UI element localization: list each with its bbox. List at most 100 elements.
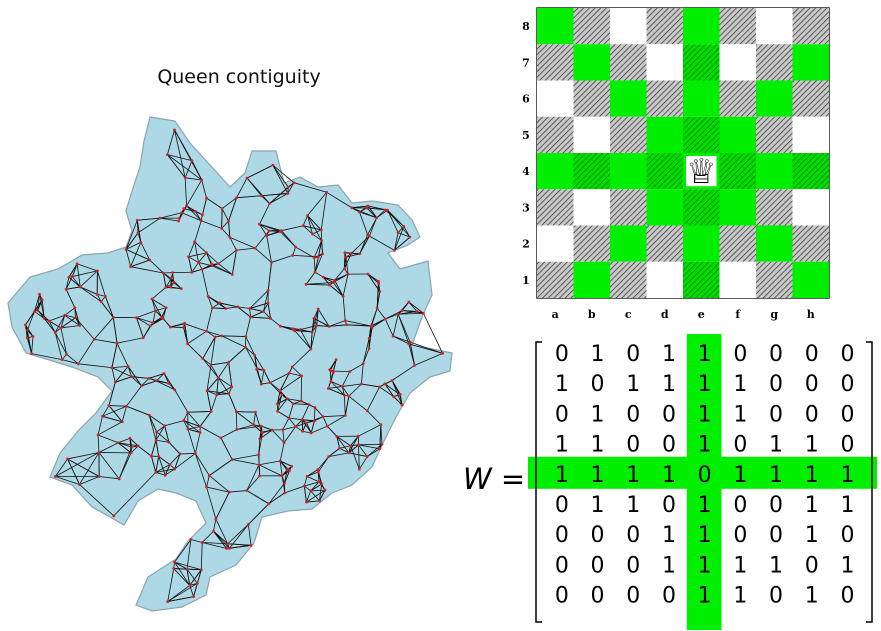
- polygon-centroid: [305, 475, 309, 478]
- polygon-centroid: [141, 336, 145, 340]
- contiguity-edge: [211, 264, 233, 275]
- contiguity-edge: [159, 217, 179, 222]
- contiguity-edge: [112, 317, 118, 344]
- contiguity-edge: [118, 442, 139, 447]
- board-square-c8: [610, 8, 647, 45]
- contiguity-edge: [367, 273, 381, 292]
- contiguity-edge: [187, 343, 204, 359]
- matrix-highlights: [528, 334, 877, 630]
- contiguity-edge: [229, 490, 247, 493]
- contiguity-edge: [255, 412, 262, 433]
- board-square-c1: [610, 261, 647, 298]
- polygon-centroid: [115, 341, 119, 345]
- contiguity-edge: [93, 317, 114, 340]
- polygon-centroid: [248, 307, 252, 310]
- contiguity-edge: [218, 377, 233, 388]
- contiguity-edge: [345, 320, 371, 327]
- polygon-centroid: [209, 410, 213, 413]
- polygon-centroid: [357, 467, 361, 471]
- board-square-h5: [792, 116, 829, 153]
- contiguity-edge: [282, 417, 290, 430]
- contiguity-edge: [167, 154, 193, 162]
- contiguity-edge: [170, 323, 185, 328]
- polygon-centroid: [376, 279, 380, 283]
- board-square-c5: [610, 116, 647, 153]
- board-square-c6: [610, 80, 647, 117]
- contiguity-edge: [367, 448, 381, 457]
- polygon-centroid: [169, 277, 173, 280]
- polygon-centroid: [292, 181, 296, 185]
- contiguity-edge: [115, 376, 132, 383]
- contiguity-edge: [228, 393, 237, 412]
- contiguity-edge: [270, 318, 281, 327]
- polygon-centroid: [116, 441, 120, 445]
- queen-square-backing: [686, 156, 717, 187]
- board-square-a7: [537, 44, 574, 81]
- contiguity-edge: [108, 405, 127, 407]
- contiguity-edge: [348, 383, 362, 397]
- polygon-centroid: [224, 307, 228, 310]
- polygon-centroid: [205, 389, 209, 393]
- contiguity-edge: [384, 383, 400, 395]
- polygon-centroid: [235, 428, 239, 431]
- board-square-a8: [537, 8, 574, 45]
- contiguity-edge: [269, 382, 283, 396]
- board-square-d2: [646, 225, 683, 262]
- contiguity-edge: [254, 355, 265, 371]
- board-square-h1: [792, 261, 829, 298]
- contiguity-edge: [155, 425, 165, 441]
- polygon-centroid: [212, 529, 215, 533]
- polygon-centroid: [220, 226, 224, 230]
- matrix-cell: 0: [555, 493, 569, 518]
- contiguity-edge: [279, 460, 288, 471]
- polygon-centroid: [190, 270, 194, 274]
- contiguity-edge: [215, 491, 230, 520]
- contiguity-edge: [269, 193, 289, 204]
- contiguity-edge: [245, 347, 258, 369]
- polygon-centroid: [294, 425, 298, 428]
- contiguity-edge: [131, 376, 142, 387]
- polygon-centroid: [112, 514, 116, 518]
- contiguity-edge: [292, 328, 313, 333]
- contiguity-edge: [111, 367, 132, 378]
- contiguity-edge: [94, 338, 118, 344]
- contiguity-edge: [207, 296, 227, 309]
- contiguity-edge: [316, 325, 330, 327]
- contiguity-edge: [97, 421, 123, 436]
- contiguity-edge: [137, 445, 152, 457]
- polygon-centroid: [219, 436, 223, 440]
- polygon-centroid: [104, 294, 107, 298]
- contiguity-edge: [64, 307, 76, 316]
- contiguity-edge: [329, 324, 347, 327]
- contiguity-edge: [116, 343, 129, 367]
- board-square-a2: [537, 225, 574, 262]
- contiguity-edge: [367, 273, 379, 284]
- contiguity-edge: [202, 336, 216, 359]
- polygon-centroid: [325, 190, 329, 194]
- contiguity-edge: [342, 296, 346, 321]
- board-square-d1: [646, 261, 683, 298]
- contiguity-edge: [323, 276, 330, 286]
- polygon-centroid: [201, 357, 205, 360]
- polygon-centroid: [321, 275, 325, 279]
- contiguity-edge: [250, 311, 264, 318]
- contiguity-edge: [342, 274, 349, 297]
- polygon-centroid: [70, 275, 74, 278]
- contiguity-edge: [60, 315, 66, 329]
- matrix-cell: 1: [733, 372, 747, 397]
- contiguity-edge: [231, 250, 237, 275]
- polygon-centroid: [200, 541, 204, 544]
- contiguity-edge: [130, 259, 150, 268]
- polygon-centroid: [151, 321, 155, 325]
- polygon-centroid: [357, 443, 360, 447]
- contiguity-edge: [159, 212, 182, 219]
- polygon-centroid: [185, 204, 188, 208]
- board-square-c4: [610, 153, 647, 190]
- polygon-centroid: [441, 351, 445, 355]
- contiguity-edge: [129, 437, 139, 447]
- contiguity-edge: [74, 307, 81, 326]
- matrix-cell: 1: [662, 463, 676, 488]
- polygon-centroid: [120, 420, 124, 424]
- matrix-cell: 0: [662, 584, 676, 609]
- polygon-centroid: [227, 219, 230, 223]
